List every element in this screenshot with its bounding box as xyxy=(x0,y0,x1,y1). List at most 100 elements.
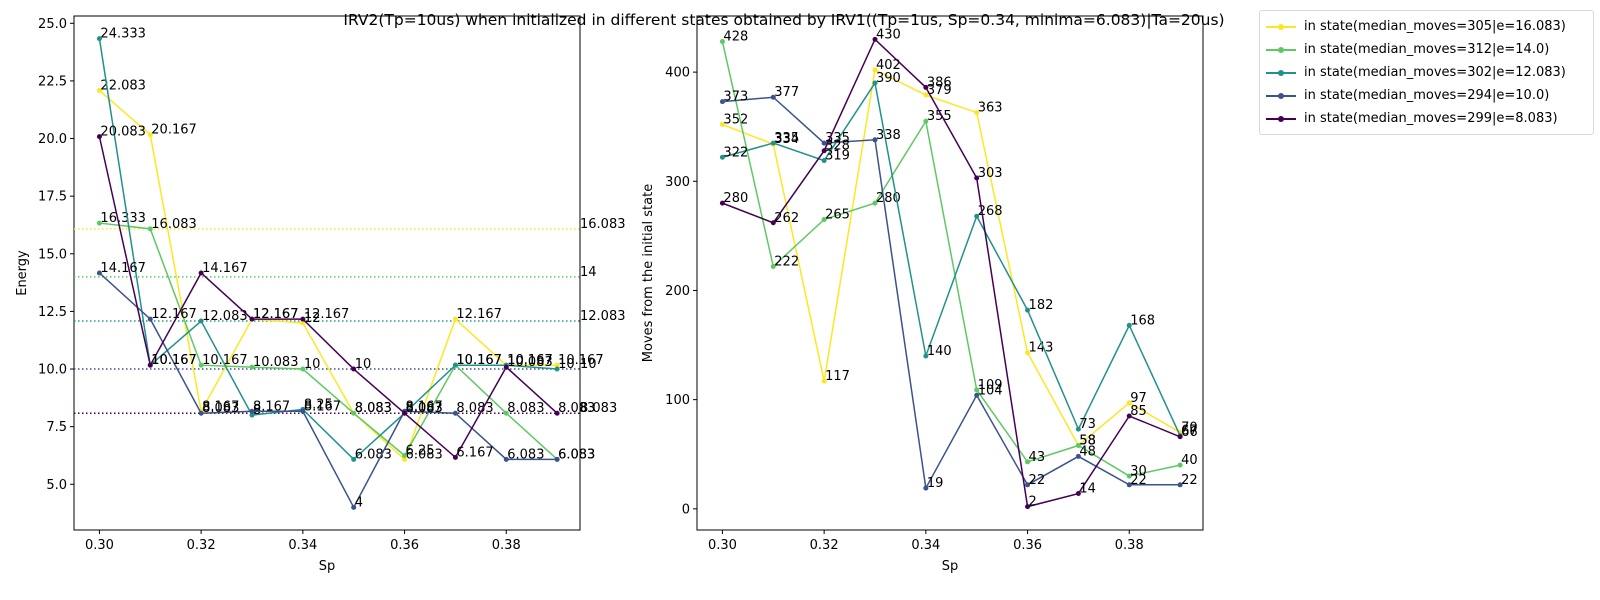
data-point xyxy=(1075,453,1081,459)
data-point xyxy=(821,148,827,154)
data-point xyxy=(351,504,357,510)
reference-label: 10 xyxy=(580,357,597,372)
data-label: 10.167 xyxy=(202,353,248,368)
x-tick-label: 0.36 xyxy=(390,538,419,553)
data-point xyxy=(351,456,357,462)
legend-label: in state(median_moves=299|e=8.083) xyxy=(1304,111,1558,126)
data-label: 22 xyxy=(1130,473,1147,488)
data-label: 182 xyxy=(1029,298,1054,313)
data-point xyxy=(96,134,102,140)
legend-label: in state(median_moves=302|e=12.083) xyxy=(1304,65,1566,80)
data-label: 10.083 xyxy=(507,355,553,370)
data-point xyxy=(96,88,102,94)
data-point xyxy=(821,140,827,146)
legend-item: in state(median_moves=312|e=14.0) xyxy=(1266,38,1587,61)
x-tick-label: 0.34 xyxy=(288,538,317,553)
data-point xyxy=(872,200,878,206)
data-point xyxy=(198,270,204,276)
series-line xyxy=(98,38,558,461)
y-tick-label: 100 xyxy=(665,393,690,408)
data-point xyxy=(1177,462,1183,468)
data-label: 19 xyxy=(927,476,944,491)
data-label: 428 xyxy=(723,30,748,45)
data-point xyxy=(452,410,458,416)
data-point xyxy=(974,213,980,219)
legend-label: in state(median_moves=305|e=16.083) xyxy=(1304,19,1566,34)
legend-item: in state(median_moves=305|e=16.083) xyxy=(1266,15,1587,38)
data-label: 8.083 xyxy=(355,401,392,416)
data-label: 8.083 xyxy=(202,401,239,416)
x-tick-label: 0.38 xyxy=(492,538,521,553)
data-label: 2 xyxy=(1029,495,1037,510)
data-label: 24.333 xyxy=(100,27,146,42)
legend-swatch-marker xyxy=(1278,23,1284,30)
series-line xyxy=(721,41,1181,477)
data-label: 8.167 xyxy=(406,399,443,414)
data-point xyxy=(249,412,255,418)
data-point xyxy=(96,220,102,226)
data-label: 109 xyxy=(978,378,1003,393)
data-label: 268 xyxy=(978,204,1003,219)
data-label: 6.083 xyxy=(406,447,443,462)
data-point xyxy=(1177,482,1183,488)
data-point xyxy=(147,226,153,232)
data-point xyxy=(147,362,153,368)
legend-item: in state(median_moves=294|e=10.0) xyxy=(1266,84,1587,107)
data-point xyxy=(872,80,878,86)
data-label: 303 xyxy=(978,166,1003,181)
data-label: 12.167 xyxy=(456,307,502,322)
reference-label: 8.083 xyxy=(580,401,617,416)
data-label: 22 xyxy=(1181,473,1198,488)
data-label: 48 xyxy=(1079,444,1096,459)
data-label: 319 xyxy=(825,149,850,164)
data-label: 97 xyxy=(1130,391,1147,406)
series-line xyxy=(99,222,558,460)
data-label: 262 xyxy=(774,211,799,226)
y-axis-label: Moves from the initial state xyxy=(641,184,656,362)
y-tick-label: 5.0 xyxy=(46,478,67,493)
data-point xyxy=(719,122,725,128)
data-point xyxy=(770,263,776,269)
data-label: 58 xyxy=(1079,433,1096,448)
moves-subplot: 0.30 0.32 0.34 0.36 0.38 0 100 200 300 400 Sp Moves… xyxy=(641,15,1204,574)
data-label: 12.167 xyxy=(304,307,350,322)
y-axis-label: Energy xyxy=(15,250,30,296)
reference-label: 16.083 xyxy=(580,217,626,232)
y-tick-label: 300 xyxy=(665,175,690,190)
reference-label: 14 xyxy=(580,265,597,280)
data-label: 8.167 xyxy=(202,399,239,414)
data-point xyxy=(554,366,560,372)
data-label: 386 xyxy=(927,75,952,90)
y-tick-label: 10.0 xyxy=(38,363,67,378)
data-label: 43 xyxy=(1029,450,1046,465)
data-point xyxy=(1025,504,1031,510)
data-point xyxy=(249,364,255,370)
data-label: 10.167 xyxy=(507,353,553,368)
legend-label: in state(median_moves=294|e=10.0) xyxy=(1304,88,1550,103)
data-label: 430 xyxy=(876,27,901,42)
data-point xyxy=(821,158,827,164)
data-label: 30 xyxy=(1130,464,1147,479)
data-point xyxy=(923,92,929,98)
data-label: 322 xyxy=(723,145,748,160)
legend: in state(median_moves=305|e=16.083)in st… xyxy=(1259,10,1594,135)
data-label: 66 xyxy=(1181,425,1198,440)
data-point xyxy=(719,200,725,206)
data-label: 6.083 xyxy=(558,447,595,462)
y-tick-label: 22.5 xyxy=(38,74,67,89)
data-point xyxy=(300,408,306,414)
x-tick-label: 0.32 xyxy=(810,538,839,553)
data-point xyxy=(770,220,776,226)
data-label: 328 xyxy=(825,139,850,154)
data-label: 8.083 xyxy=(558,401,595,416)
data-label: 10.167 xyxy=(151,353,197,368)
y-tick-label: 0 xyxy=(682,502,690,517)
data-point xyxy=(974,387,980,393)
data-point xyxy=(1177,434,1183,440)
data-point xyxy=(96,270,102,276)
data-point xyxy=(198,362,204,368)
data-label: 70 xyxy=(1181,420,1198,435)
data-point xyxy=(719,99,725,105)
data-point xyxy=(1126,400,1132,406)
data-point xyxy=(503,456,509,462)
